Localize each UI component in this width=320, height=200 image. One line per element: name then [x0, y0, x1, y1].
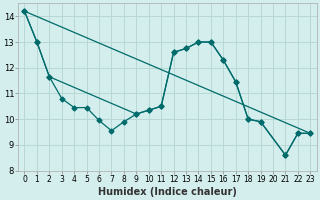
X-axis label: Humidex (Indice chaleur): Humidex (Indice chaleur): [98, 187, 237, 197]
